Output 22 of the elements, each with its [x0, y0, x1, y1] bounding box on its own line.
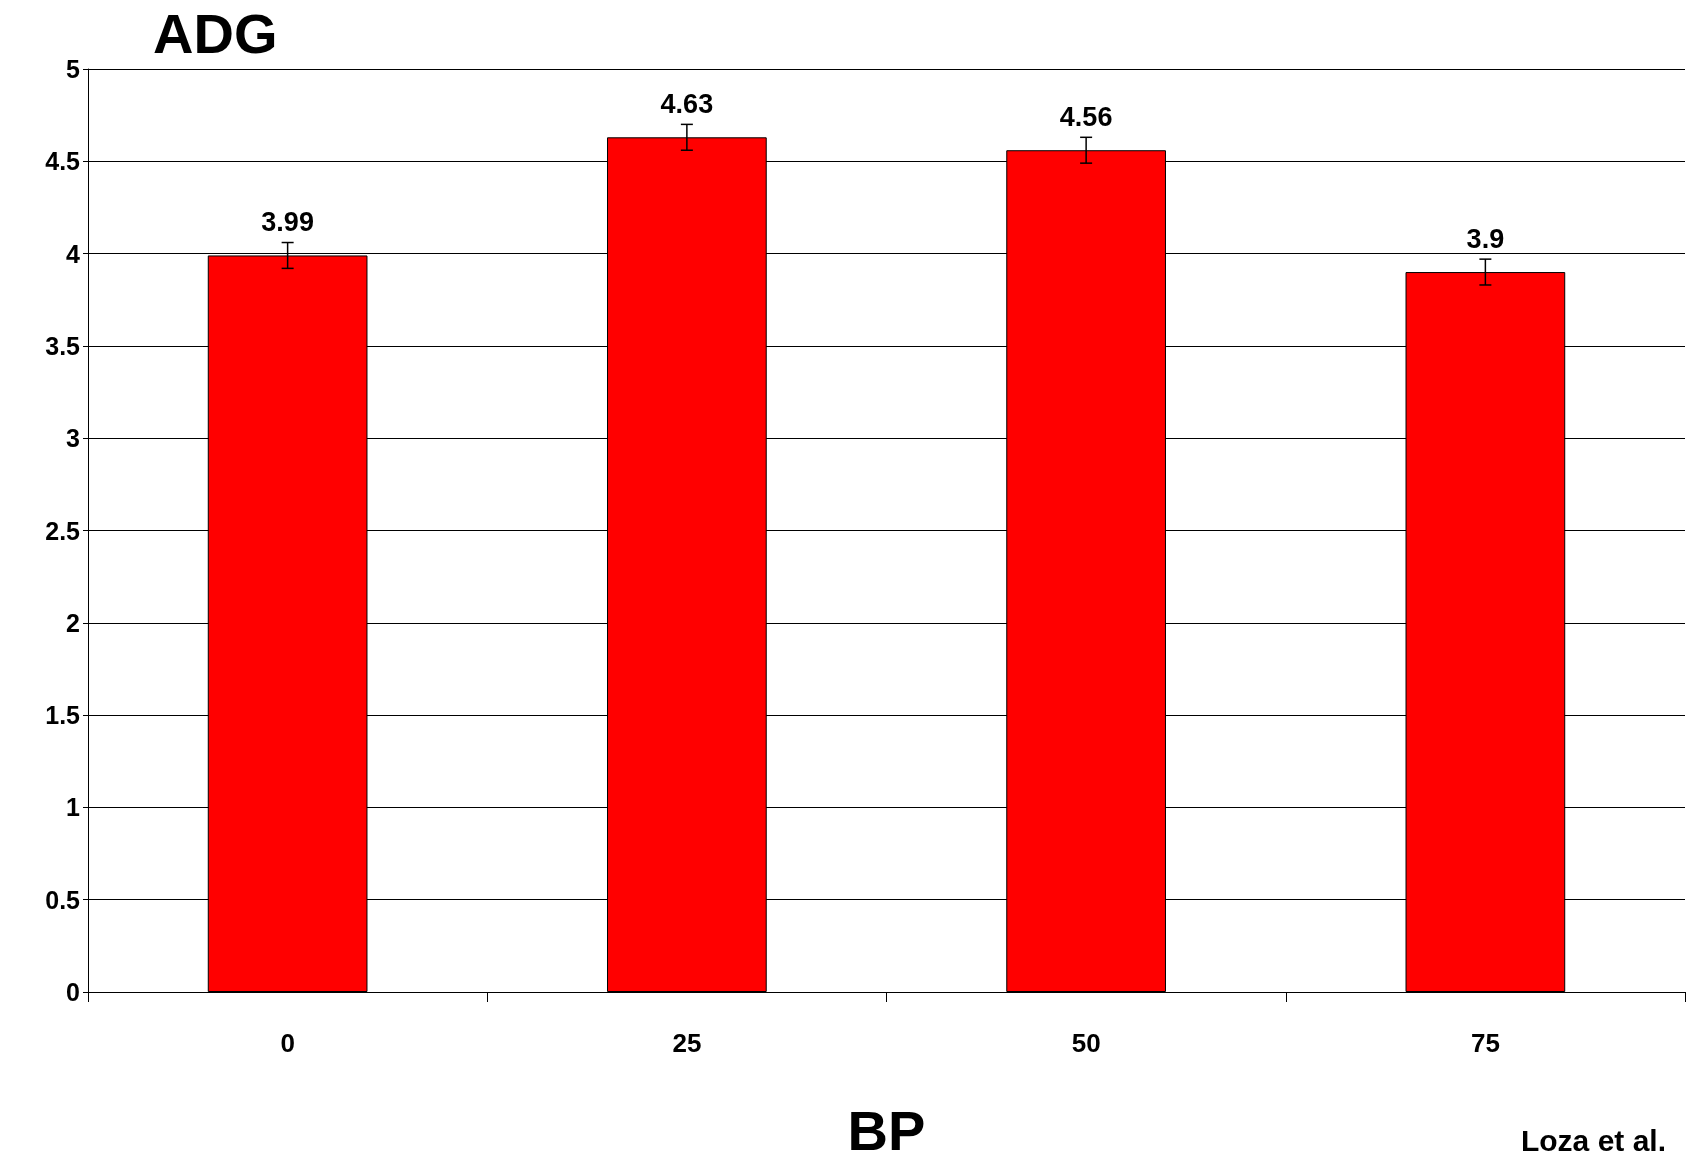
text: Loza et al. [1520, 1123, 1667, 1157]
y-tick-label: 0 [66, 978, 80, 1006]
x-tick-label: 50 [1071, 1028, 1101, 1058]
y-tick-label: 3.5 [45, 331, 81, 360]
y-tick-label: 1.5 [45, 701, 81, 730]
y-tick-label: 4.5 [45, 147, 81, 176]
y-tick-label: 4 [66, 239, 81, 268]
y-tick-label: 2 [66, 608, 80, 637]
x-axis-title: BP [847, 1098, 926, 1162]
x-tick-label: 25 [672, 1028, 702, 1058]
x-tick-label: 75 [1470, 1028, 1500, 1058]
data-label: 3.99 [261, 206, 314, 237]
data-label: 4.63 [660, 88, 714, 119]
y-tick-label: 0.5 [45, 885, 81, 914]
x-tick-label: 0 [280, 1028, 295, 1058]
y-tick-label: 5 [66, 55, 81, 83]
data-label: 4.56 [1059, 101, 1113, 132]
chart-title: ADG [153, 1, 278, 65]
data-label: 3.9 [1466, 223, 1505, 254]
y-tick-label: 2.5 [45, 516, 81, 545]
y-tick-label: 3 [66, 424, 80, 453]
y-tick-label: 1 [66, 793, 81, 822]
